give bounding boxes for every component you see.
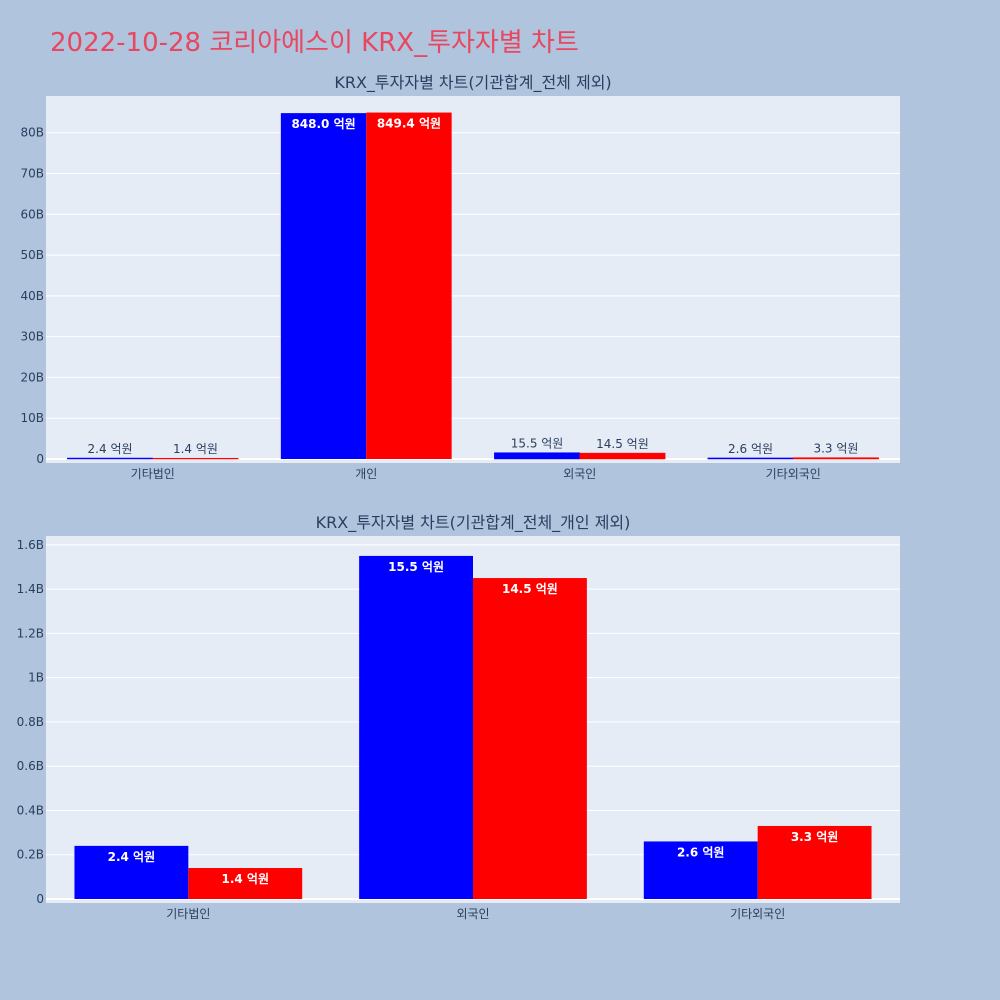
- y-tick-label: 0.8B: [17, 715, 44, 729]
- y-tick-label: 1.6B: [17, 538, 44, 552]
- y-tick-label: 70B: [20, 166, 44, 180]
- page-title: 2022-10-28 코리아에스이 KRX_투자자별 차트: [50, 28, 579, 58]
- bar: [152, 457, 239, 460]
- plot-area: [46, 96, 900, 463]
- y-tick-label: 80B: [20, 126, 44, 140]
- bar-data-label: 849.4 억원: [377, 117, 441, 131]
- bar: [366, 112, 452, 459]
- chart-subtitle: KRX_투자자별 차트(기관합계_전체_개인 제외): [316, 513, 631, 533]
- y-tick-label: 0.6B: [17, 759, 44, 773]
- bar: [757, 825, 872, 899]
- bar-data-label: 14.5 억원: [596, 437, 649, 451]
- y-tick-label: 20B: [20, 370, 44, 384]
- y-tick-label: 10B: [20, 411, 44, 425]
- bar: [359, 555, 473, 899]
- x-tick-label: 기타외국인: [766, 467, 821, 481]
- y-tick-label: 50B: [20, 248, 44, 262]
- bar-data-label: 2.6 억원: [677, 845, 725, 859]
- bar-data-label: 848.0 억원: [291, 117, 355, 131]
- investor-chart-excl-individual: KRX_투자자별 차트(기관합계_전체_개인 제외) 0 0.2B 0.4B 0.6B 0…: [17, 513, 900, 921]
- y-tick-label: 1B: [28, 671, 44, 685]
- x-tick-label: 외국인: [563, 467, 596, 481]
- bar: [74, 845, 189, 899]
- y-tick-label: 1.2B: [17, 626, 44, 640]
- y-tick-label: 60B: [20, 207, 44, 221]
- x-tick-label: 외국인: [456, 907, 489, 921]
- y-tick-label: 30B: [20, 330, 44, 344]
- bar-data-label: 1.4 억원: [222, 872, 270, 886]
- y-tick-label: 0.2B: [17, 848, 44, 862]
- bar-data-label: 3.3 억원: [791, 830, 839, 844]
- bar-data-label: 2.4 억원: [88, 442, 133, 456]
- bar-data-label: 3.3 억원: [813, 442, 858, 456]
- x-tick-label: 기타외국인: [730, 907, 785, 921]
- bar-data-label: 14.5 억원: [502, 582, 558, 596]
- bar-data-label: 2.6 억원: [728, 442, 773, 456]
- x-tick-label: 개인: [355, 467, 377, 481]
- y-tick-label: 40B: [20, 289, 44, 303]
- y-tick-label: 1.4B: [17, 582, 44, 596]
- y-tick-label: 0.4B: [17, 803, 44, 817]
- bar: [494, 452, 581, 460]
- chart-subtitle: KRX_투자자별 차트(기관합계_전체 제외): [334, 73, 611, 93]
- y-tick-label: 0: [36, 892, 44, 906]
- bar-data-label: 15.5 억원: [511, 437, 564, 451]
- bar: [67, 457, 153, 460]
- bar-data-label: 15.5 억원: [388, 560, 444, 574]
- bar-data-label: 1.4 억원: [173, 442, 218, 456]
- bar: [188, 868, 303, 899]
- bar: [579, 452, 666, 460]
- bar: [643, 841, 758, 899]
- bar-data-label: 2.4 억원: [108, 850, 156, 864]
- bar: [707, 457, 794, 460]
- bar: [793, 457, 879, 460]
- x-tick-label: 기타법인: [166, 907, 210, 921]
- bar: [280, 113, 367, 459]
- investor-chart-all: KRX_투자자별 차트(기관합계_전체 제외) 0 10B 20B 30B 40B 50B 6…: [20, 73, 900, 481]
- x-tick-label: 기타법인: [131, 467, 175, 481]
- bar: [473, 578, 587, 899]
- y-tick-label: 0: [36, 452, 44, 466]
